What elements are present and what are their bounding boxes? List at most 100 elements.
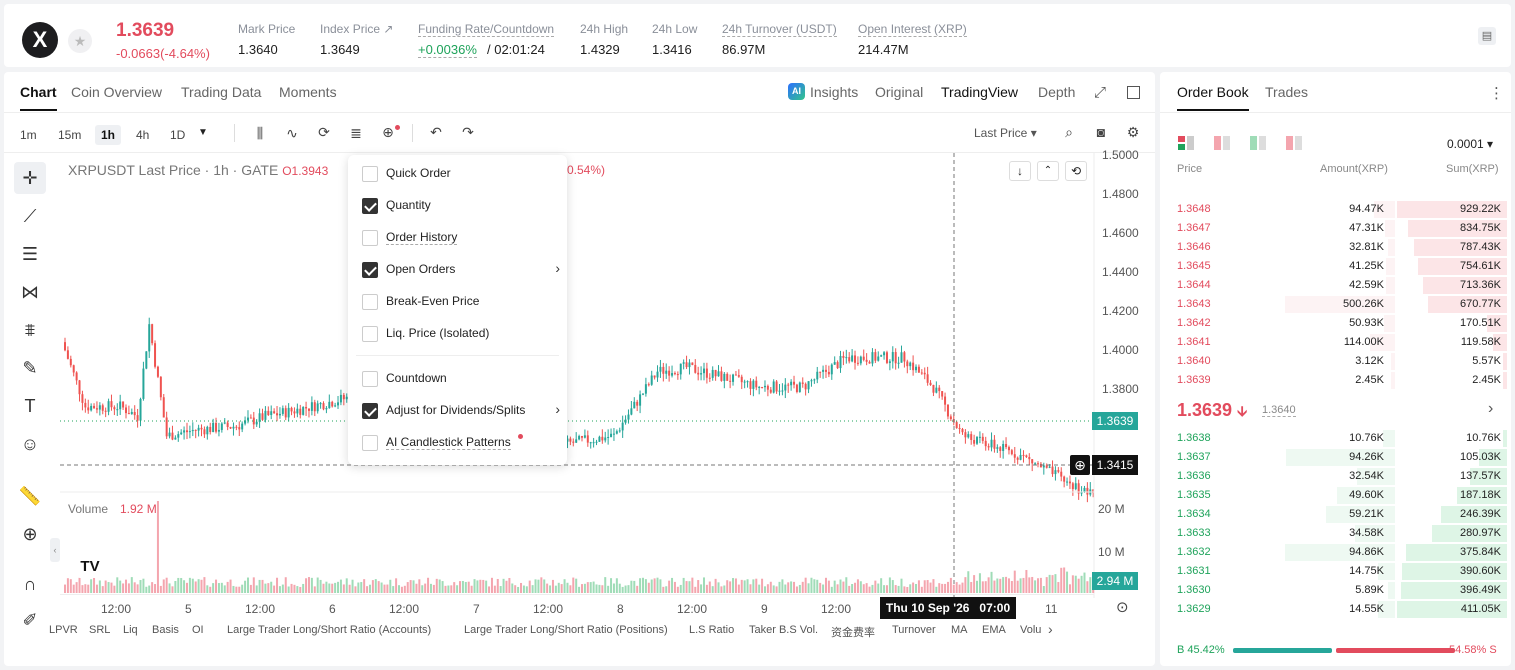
ai-insights-icon[interactable]: AI <box>788 83 805 100</box>
tf-15m[interactable]: 15m <box>58 128 82 142</box>
bid-row[interactable]: 1.3629 14.55K 411.05K <box>1160 600 1511 619</box>
indicator-volume[interactable]: Volu <box>1020 624 1042 636</box>
redo-icon[interactable]: ↷ <box>462 124 474 140</box>
tf-1h[interactable]: 1h <box>95 125 122 145</box>
menu-liq-price[interactable]: Liq. Price (Isolated) <box>360 322 560 346</box>
camera-icon[interactable]: ◙ <box>1096 124 1106 140</box>
bid-row[interactable]: 1.3637 94.26K 105.03K <box>1160 448 1511 467</box>
pattern-tool-icon[interactable]: ⋈ <box>21 282 39 302</box>
bid-row[interactable]: 1.3630 5.89K 396.49K <box>1160 581 1511 600</box>
notebook-icon[interactable]: ▤ <box>1478 27 1496 45</box>
compare-icon[interactable]: ⟳ <box>318 124 330 140</box>
view-depth[interactable]: Depth <box>1038 84 1076 100</box>
tf-4h[interactable]: 4h <box>136 128 150 142</box>
indicator-turnover[interactable]: Turnover <box>892 624 936 636</box>
indicator-liq[interactable]: Liq <box>123 624 138 636</box>
ask-row[interactable]: 1.3639 2.45K 2.45K <box>1160 371 1511 390</box>
ask-row[interactable]: 1.3641 114.00K 119.58K <box>1160 333 1511 352</box>
menu-adjust-dividends[interactable]: Adjust for Dividends/Splits › <box>360 399 560 423</box>
more-options-icon[interactable]: ⋮ <box>1489 85 1504 102</box>
add-alert-icon[interactable]: ⊕ <box>382 124 394 140</box>
menu-quantity[interactable]: Quantity <box>360 194 560 218</box>
collapse-icon[interactable]: ⌃ <box>1037 161 1059 181</box>
undo-icon[interactable]: ↶ <box>430 124 442 140</box>
ask-row[interactable]: 1.3645 41.25K 754.61K <box>1160 257 1511 276</box>
view-depth-icon[interactable] <box>1286 136 1302 150</box>
crosshair-tool-icon[interactable]: ✛ <box>14 162 46 194</box>
checkbox-quantity[interactable] <box>362 198 378 214</box>
view-tradingview[interactable]: TradingView <box>941 84 1019 100</box>
ask-row[interactable]: 1.3644 42.59K 713.36K <box>1160 276 1511 295</box>
checkbox-adjust-dividends[interactable] <box>362 403 378 419</box>
menu-order-history[interactable]: Order History <box>360 226 560 250</box>
checkbox-order-history[interactable] <box>362 230 378 246</box>
window-icon[interactable] <box>1127 86 1140 99</box>
tf-1m[interactable]: 1m <box>20 128 37 142</box>
gear-icon[interactable]: ⚙ <box>1126 124 1140 140</box>
ask-row[interactable]: 1.3640 3.12K 5.57K <box>1160 352 1511 371</box>
checkbox-quick-order[interactable] <box>362 166 378 182</box>
bid-row[interactable]: 1.3631 14.75K 390.60K <box>1160 562 1511 581</box>
candle-type-icon[interactable]: ⫼ <box>256 125 264 141</box>
ask-row[interactable]: 1.3647 47.31K 834.75K <box>1160 219 1511 238</box>
collapse-toolbar-icon[interactable]: ‹ <box>50 538 60 562</box>
indicator-ls-ratio[interactable]: L.S Ratio <box>689 624 735 636</box>
checkbox-open-orders[interactable] <box>362 262 378 278</box>
menu-ai-patterns[interactable]: AI Candlestick Patterns <box>360 431 560 455</box>
zoom-in-tool-icon[interactable]: ⊕ <box>22 524 38 544</box>
ask-row[interactable]: 1.3648 94.47K 929.22K <box>1160 200 1511 219</box>
bid-row[interactable]: 1.3632 94.86K 375.84K <box>1160 543 1511 562</box>
bid-row[interactable]: 1.3635 49.60K 187.18K <box>1160 486 1511 505</box>
ask-row[interactable]: 1.3642 50.93K 170.51K <box>1160 314 1511 333</box>
menu-countdown[interactable]: Countdown <box>360 367 560 391</box>
checkbox-liq-price[interactable] <box>362 326 378 342</box>
tf-1d[interactable]: 1D <box>170 128 186 142</box>
favorite-star-icon[interactable]: ★ <box>68 29 92 53</box>
menu-quick-order[interactable]: Quick Order <box>360 162 560 186</box>
view-original[interactable]: Original <box>875 84 924 100</box>
templates-icon[interactable]: ≣ <box>350 125 362 141</box>
lock-drawing-icon[interactable]: ✐ <box>22 610 38 630</box>
tab-coin-overview[interactable]: Coin Overview <box>71 84 163 100</box>
tab-moments[interactable]: Moments <box>279 84 337 100</box>
scroll-down-icon[interactable]: ↓ <box>1009 161 1031 181</box>
checkbox-ai-patterns[interactable] <box>362 435 378 451</box>
checkbox-countdown[interactable] <box>362 371 378 387</box>
tab-trades[interactable]: Trades <box>1265 84 1309 100</box>
indicator-lpvr[interactable]: LPVR <box>49 624 78 636</box>
indicator-srl[interactable]: SRL <box>89 624 111 636</box>
bid-row[interactable]: 1.3634 59.21K 246.39K <box>1160 505 1511 524</box>
bid-row[interactable]: 1.3636 32.54K 137.57K <box>1160 467 1511 486</box>
indicator-funding-rate[interactable]: 资金费率 <box>831 627 875 639</box>
bid-row[interactable]: 1.3638 10.76K 10.76K <box>1160 429 1511 448</box>
view-insights[interactable]: Insights <box>810 84 859 100</box>
ask-row[interactable]: 1.3643 500.26K 670.77K <box>1160 295 1511 314</box>
chevron-down-icon[interactable]: ▼ <box>198 127 208 138</box>
tab-trading-data[interactable]: Trading Data <box>181 84 262 100</box>
bid-row[interactable]: 1.3633 34.58K 280.97K <box>1160 524 1511 543</box>
add-order-icon[interactable]: ⊕ <box>1070 455 1090 475</box>
indicator-basis[interactable]: Basis <box>152 624 179 636</box>
tab-chart[interactable]: Chart <box>20 84 57 111</box>
fib-tool-icon[interactable]: ☰ <box>21 244 39 264</box>
price-type-select[interactable]: Last Price ▾ <box>974 126 1037 140</box>
reset-chart-icon[interactable]: ⟲ <box>1065 161 1087 181</box>
menu-open-orders[interactable]: Open Orders › <box>360 258 560 282</box>
tab-order-book[interactable]: Order Book <box>1177 84 1249 111</box>
view-sells-icon[interactable] <box>1214 136 1230 150</box>
indicator-lt-positions[interactable]: Large Trader Long/Short Ratio (Positions… <box>464 624 668 636</box>
view-buys-icon[interactable] <box>1250 136 1266 150</box>
expand-icon[interactable]: ⤢ <box>1094 84 1107 101</box>
text-tool-icon[interactable]: T <box>24 396 36 416</box>
prediction-tool-icon[interactable]: ⩨ <box>24 320 36 340</box>
indicator-taker-vol[interactable]: Taker B.S Vol. <box>749 624 819 636</box>
search-icon[interactable]: ⌕ <box>1065 124 1073 140</box>
ask-row[interactable]: 1.3646 32.81K 787.43K <box>1160 238 1511 257</box>
emoji-tool-icon[interactable]: ☺ <box>20 434 40 454</box>
chevron-right-icon[interactable]: › <box>1048 621 1053 637</box>
view-both-icon[interactable] <box>1178 136 1194 150</box>
indicator-oi[interactable]: OI <box>192 624 204 636</box>
precision-select[interactable]: 0.0001 ▾ <box>1447 137 1494 151</box>
ruler-tool-icon[interactable]: 📏 <box>18 486 42 506</box>
menu-break-even[interactable]: Break-Even Price <box>360 290 560 314</box>
